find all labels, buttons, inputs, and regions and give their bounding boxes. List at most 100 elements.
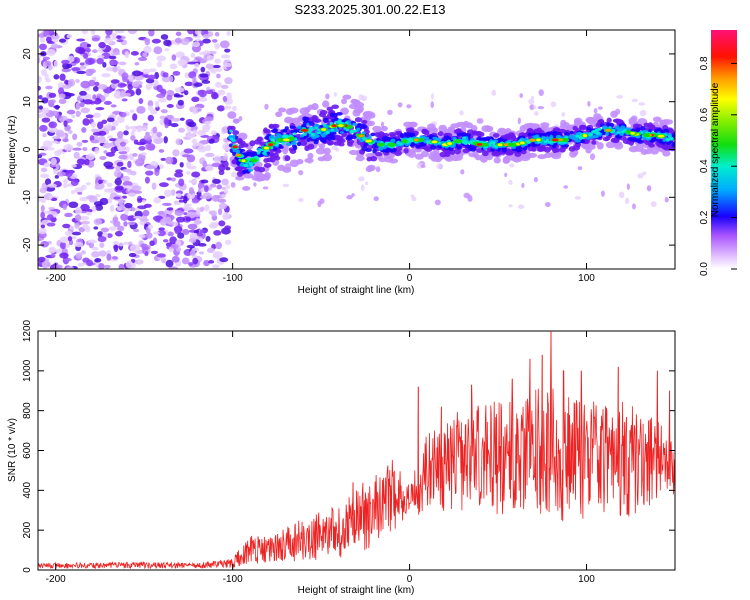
heatmap-noise-blob [113, 169, 122, 178]
colorbar-tick-label: 0.6 [699, 107, 710, 121]
heatmap-noise-blob [99, 155, 107, 160]
heatmap-noise-blob [120, 213, 129, 221]
heatmap-noise-blob [174, 209, 184, 217]
heatmap-signal-blob [665, 137, 670, 142]
heatmap-noise-blob [187, 192, 196, 200]
heatmap-signal-blob [490, 148, 495, 152]
heatmap-signal-blob [456, 145, 463, 150]
heatmap-signal-blob [430, 144, 437, 150]
heatmap-noise-blob [116, 39, 124, 43]
heatmap-noise-blob [206, 54, 215, 61]
heatmap-noise-blob [62, 84, 72, 89]
heatmap-noise-blob [211, 130, 217, 136]
heatmap-noise-blob [129, 155, 135, 161]
heatmap-signal-blob [585, 137, 591, 140]
heatmap-noise-blob [79, 196, 89, 202]
heatmap-faint-blob [664, 196, 669, 203]
heatmap-noise-blob [225, 166, 231, 171]
heatmap-faint-blob [521, 182, 525, 188]
spectrogram-xlabel: Height of straight line (km) [298, 285, 415, 296]
heatmap-signal-blob [296, 158, 304, 165]
heatmap-noise-blob [149, 240, 155, 247]
heatmap-signal-blob [344, 121, 349, 125]
heatmap-noise-blob [204, 116, 214, 122]
heatmap-signal-blob [321, 139, 327, 143]
heatmap-noise-blob [50, 197, 58, 202]
heatmap-noise-blob [64, 230, 73, 237]
heatmap-signal-blob [330, 128, 334, 132]
heatmap-faint-blob [360, 184, 365, 192]
heatmap-signal-blob [231, 159, 238, 164]
heatmap-noise-blob [129, 109, 135, 113]
heatmap-noise-blob [199, 229, 208, 234]
heatmap-signal-blob [304, 145, 310, 152]
heatmap-signal-blob [385, 136, 392, 142]
heatmap-noise-blob [112, 66, 118, 73]
heatmap-signal-blob [403, 148, 409, 154]
heatmap-noise-blob [174, 86, 185, 93]
heatmap-noise-blob [215, 67, 223, 72]
heatmap-signal-blob [288, 107, 299, 114]
heatmap-hot-core [519, 141, 525, 145]
heatmap-noise-blob [216, 105, 225, 112]
heatmap-noise-blob [224, 48, 231, 53]
heatmap-noise-blob [80, 80, 91, 89]
heatmap-noise-blob [166, 104, 174, 109]
heatmap-noise-blob [61, 59, 70, 65]
heatmap-noise-blob [71, 231, 82, 236]
heatmap-noise-blob [63, 120, 68, 127]
heatmap-signal-blob [454, 128, 462, 134]
heatmap-signal-blob [243, 163, 249, 168]
heatmap-noise-blob [206, 247, 215, 253]
heatmap-signal-blob [235, 149, 241, 154]
heatmap-signal-blob [522, 146, 528, 151]
heatmap-noise-blob [118, 198, 124, 207]
heatmap-noise-blob [127, 221, 136, 226]
heatmap-noise-blob [88, 68, 96, 74]
heatmap-signal-blob [236, 171, 244, 177]
heatmap-noise-blob [200, 179, 209, 184]
heatmap-noise-blob [121, 175, 130, 182]
heatmap-signal-blob [263, 158, 269, 163]
heatmap-noise-blob [103, 188, 113, 193]
heatmap-noise-blob [174, 201, 182, 206]
heatmap-signal-blob [353, 129, 357, 133]
snr-peak [440, 406, 442, 489]
heatmap-signal-blob [662, 119, 669, 127]
heatmap-noise-blob [98, 179, 103, 185]
heatmap-noise-blob [211, 91, 219, 100]
heatmap-noise-blob [187, 30, 195, 35]
heatmap-signal-blob [357, 123, 362, 127]
heatmap-noise-blob [140, 152, 147, 156]
heatmap-faint-blob [534, 111, 539, 116]
heatmap-noise-blob [138, 98, 144, 105]
heatmap-noise-blob [137, 205, 147, 210]
heatmap-noise-blob [117, 82, 126, 88]
heatmap-noise-blob [196, 129, 207, 136]
heatmap-faint-blob [574, 196, 582, 200]
heatmap-noise-blob [97, 55, 105, 59]
heatmap-noise-blob [132, 113, 138, 121]
heatmap-noise-blob [76, 158, 86, 165]
heatmap-noise-blob [222, 95, 228, 102]
heatmap-noise-blob [62, 178, 68, 185]
colorbar-ticks: 0.0 0.2 0.4 0.6 0.8 [699, 56, 737, 276]
heatmap-signal-blob [568, 146, 576, 152]
heatmap-noise-blob [157, 229, 166, 237]
heatmap-faint-blob [631, 98, 638, 103]
heatmap-hot-core [454, 139, 461, 143]
heatmap-noise-blob [224, 225, 232, 230]
heatmap-noise-blob [102, 142, 112, 149]
heatmap-noise-blob [54, 104, 60, 110]
heatmap-signal-blob [282, 146, 289, 155]
heatmap-faint-blob [411, 196, 417, 202]
heatmap-noise-blob [128, 252, 137, 258]
heatmap-hot-core [282, 138, 290, 142]
heatmap-noise-blob [85, 114, 94, 119]
heatmap-faint-blob [460, 169, 465, 175]
heatmap-signal-blob [501, 147, 508, 153]
heatmap-noise-blob [107, 135, 113, 139]
heatmap-noise-blob [163, 136, 168, 144]
heatmap-signal-blob [327, 141, 333, 146]
heatmap-noise-blob [186, 160, 192, 169]
